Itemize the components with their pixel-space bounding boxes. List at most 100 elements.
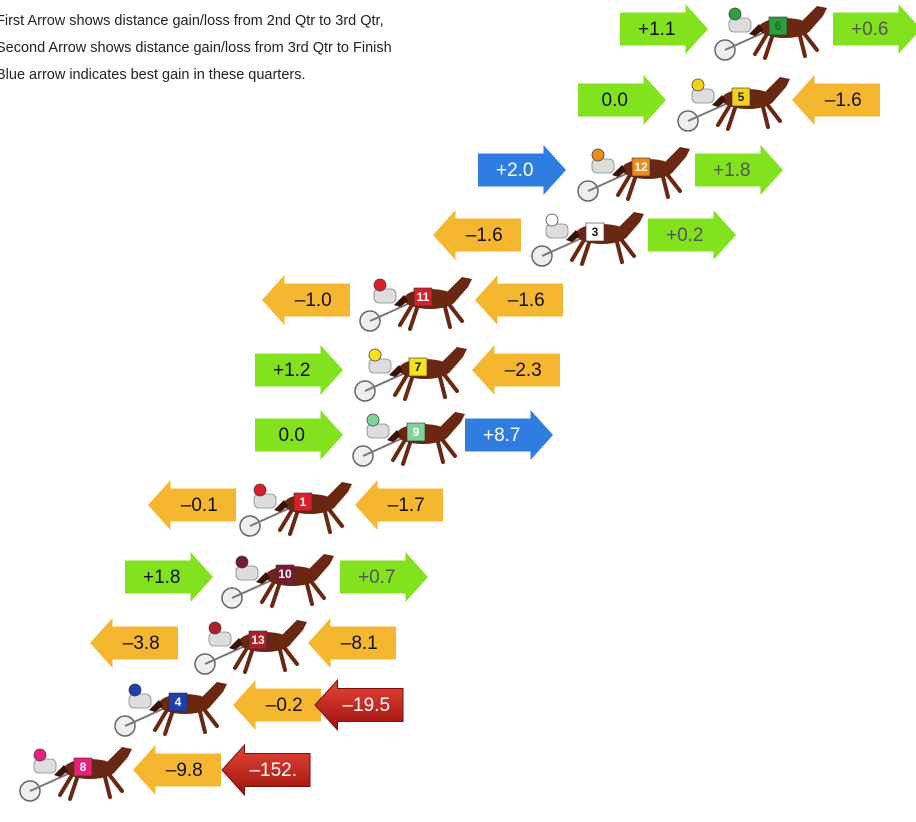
arrow-label: +1.1 [638, 19, 676, 40]
driver-body [546, 224, 568, 238]
arrow-label: +1.8 [143, 567, 181, 588]
horse-leg [572, 240, 584, 260]
arrow: 0.0 [255, 410, 343, 460]
page: First Arrow shows distance gain/loss fro… [0, 0, 916, 822]
arrow: –2.3 [472, 345, 560, 395]
driver-helmet [209, 622, 221, 634]
arrow: –0.1 [148, 480, 236, 530]
horse-number: 11 [417, 290, 430, 304]
horse-leg [60, 775, 72, 795]
arrow: –19.5 [315, 680, 403, 730]
horse-leg [618, 175, 630, 195]
horse-leg [441, 438, 455, 456]
horse-number: 8 [80, 760, 87, 774]
horse-leg [328, 508, 342, 526]
arrow-label: –152. [249, 760, 297, 781]
arrow-label: +1.2 [273, 360, 311, 381]
driver-body [236, 566, 258, 580]
horse: 12 [578, 147, 690, 201]
horse: 13 [195, 620, 307, 674]
arrow-label: +0.7 [358, 567, 396, 588]
horse-leg [755, 34, 767, 54]
arrow: +1.8 [125, 552, 213, 602]
arrow: +2.0 [478, 145, 566, 195]
horse-number: 1 [300, 495, 307, 509]
driver-helmet [34, 749, 46, 761]
driver-body [369, 359, 391, 373]
horse: 10 [222, 554, 334, 608]
arrow-label: +8.7 [483, 425, 521, 446]
arrow-label: –0.2 [266, 695, 303, 716]
horse: 1 [240, 482, 352, 536]
horse: 6 [715, 6, 827, 60]
horse-number: 13 [251, 633, 265, 647]
arrow-label: –1.0 [295, 290, 332, 311]
driver-helmet [236, 556, 248, 568]
horse-leg [448, 303, 462, 321]
arrow: –1.7 [355, 480, 443, 530]
horse-leg [443, 373, 457, 391]
horse-leg [155, 710, 167, 730]
arrow: –152. [222, 745, 310, 795]
diagram: First Arrow shows distance gain/loss fro… [0, 0, 916, 822]
horse-leg [718, 105, 730, 125]
note: Second Arrow shows distance gain/loss fr… [0, 40, 392, 56]
driver-helmet [592, 149, 604, 161]
arrow-label: –1.6 [508, 290, 545, 311]
driver-helmet [692, 79, 704, 91]
horse-leg [280, 510, 292, 530]
arrow: +0.2 [648, 210, 736, 260]
horse: 9 [353, 412, 465, 466]
horse-leg [766, 103, 780, 121]
arrow: –1.0 [262, 275, 350, 325]
arrow-label: +1.8 [713, 160, 751, 181]
arrow: –1.6 [475, 275, 563, 325]
horse-number: 5 [738, 90, 745, 104]
driver-helmet [129, 684, 141, 696]
horse-number: 9 [413, 425, 420, 439]
arrow: +1.1 [620, 4, 708, 54]
driver-body [367, 424, 389, 438]
arrow: –1.6 [433, 210, 521, 260]
driver-body [729, 18, 751, 32]
arrow: 0.0 [578, 75, 666, 125]
horse-leg [395, 375, 407, 395]
driver-body [374, 289, 396, 303]
arrow: –1.6 [792, 75, 880, 125]
arrow-label: –0.1 [181, 495, 218, 516]
arrow: +1.2 [255, 345, 343, 395]
horse-leg [393, 440, 405, 460]
horse-leg [310, 580, 324, 598]
horse-leg [108, 773, 122, 791]
arrow-label: –1.6 [825, 90, 862, 111]
driver-helmet [254, 484, 266, 496]
horse-number: 12 [634, 160, 648, 174]
horse-leg [203, 708, 217, 726]
arrow-label: +0.2 [666, 225, 704, 246]
horse: 3 [532, 212, 644, 266]
driver-body [129, 694, 151, 708]
driver-body [209, 632, 231, 646]
horse-number: 10 [278, 567, 292, 581]
driver-body [592, 159, 614, 173]
driver-body [34, 759, 56, 773]
horse-leg [666, 173, 680, 191]
horse: 5 [678, 77, 790, 131]
horse: 7 [355, 347, 467, 401]
driver-helmet [546, 214, 558, 226]
horse-number: 4 [175, 695, 182, 709]
arrow-label: –1.7 [388, 495, 425, 516]
note: First Arrow shows distance gain/loss fro… [0, 13, 384, 29]
arrow-label: +0.6 [851, 19, 889, 40]
horse: 4 [115, 682, 227, 736]
horse-leg [262, 582, 274, 602]
arrow: –0.2 [233, 680, 321, 730]
driver-body [692, 89, 714, 103]
arrow: –3.8 [90, 618, 178, 668]
arrow: +8.7 [465, 410, 553, 460]
arrow-label: 0.0 [602, 90, 628, 111]
horse-leg [620, 238, 634, 256]
horse-leg [803, 32, 817, 50]
horse-leg [400, 305, 412, 325]
arrow: –9.8 [133, 745, 221, 795]
